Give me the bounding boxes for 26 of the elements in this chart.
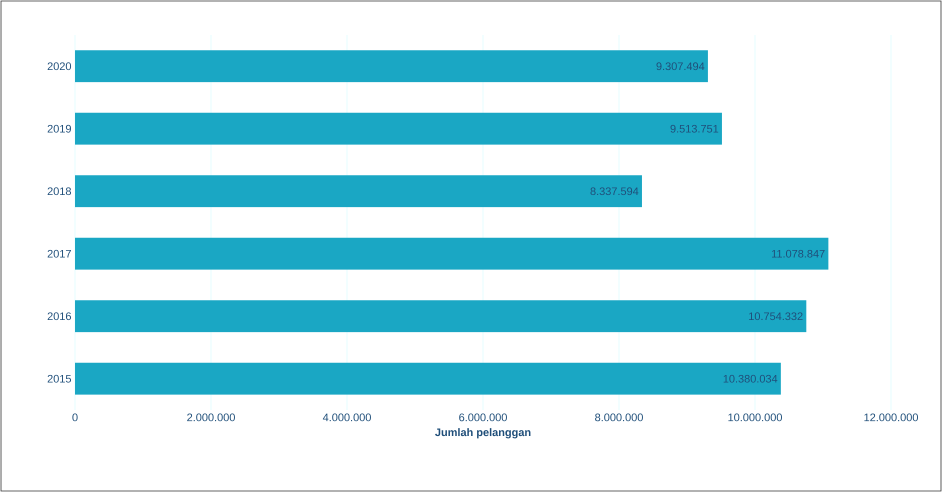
- data-label: 9.513.751: [670, 124, 718, 133]
- bar: [75, 175, 642, 208]
- y-tick-label: 2016: [48, 312, 71, 320]
- x-tick-label: 10.000.000: [728, 414, 782, 422]
- y-tick-label: 2020: [48, 62, 72, 70]
- bar: [75, 50, 708, 82]
- y-tick-label: 2017: [48, 250, 71, 258]
- bar: [75, 238, 828, 270]
- y-tick-label: 2019: [48, 124, 71, 133]
- bar: [75, 112, 722, 145]
- y-tick-label: 2015: [48, 374, 72, 383]
- x-tick-label: 4.000.000: [322, 414, 371, 422]
- x-tick-label: 8.000.000: [595, 414, 643, 422]
- x-tick-label: 6.000.000: [459, 414, 507, 422]
- data-label: 10.380.034: [724, 374, 778, 383]
- y-tick-label: 2018: [48, 187, 71, 196]
- data-label: 9.307.494: [656, 62, 704, 70]
- data-label: 8.337.594: [590, 187, 638, 196]
- data-label: 11.078.847: [772, 250, 825, 258]
- x-tick-label: 12.000.000: [864, 414, 918, 422]
- data-label: 10.754.332: [749, 312, 803, 320]
- x-tick-label: 2.000.000: [187, 414, 235, 422]
- x-axis-title: Jumlah pelanggan: [435, 428, 530, 438]
- bar: [75, 362, 781, 395]
- x-tick-label: 0: [72, 414, 78, 422]
- bar: [75, 300, 806, 332]
